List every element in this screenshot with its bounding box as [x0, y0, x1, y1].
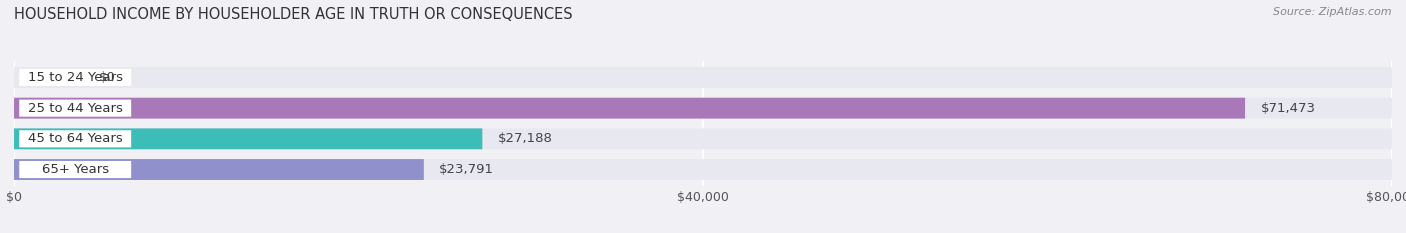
- Text: 45 to 64 Years: 45 to 64 Years: [28, 132, 122, 145]
- FancyBboxPatch shape: [14, 128, 482, 149]
- Text: Source: ZipAtlas.com: Source: ZipAtlas.com: [1274, 7, 1392, 17]
- Text: 25 to 44 Years: 25 to 44 Years: [28, 102, 122, 115]
- FancyBboxPatch shape: [14, 98, 1246, 119]
- Text: $27,188: $27,188: [498, 132, 553, 145]
- FancyBboxPatch shape: [14, 159, 423, 180]
- Text: $23,791: $23,791: [439, 163, 495, 176]
- FancyBboxPatch shape: [20, 69, 131, 86]
- FancyBboxPatch shape: [20, 130, 131, 147]
- Text: $71,473: $71,473: [1261, 102, 1316, 115]
- FancyBboxPatch shape: [20, 161, 131, 178]
- FancyBboxPatch shape: [14, 67, 1392, 88]
- FancyBboxPatch shape: [14, 98, 1392, 119]
- FancyBboxPatch shape: [14, 159, 1392, 180]
- FancyBboxPatch shape: [14, 128, 1392, 149]
- Text: 15 to 24 Years: 15 to 24 Years: [28, 71, 122, 84]
- Text: $0: $0: [98, 71, 115, 84]
- FancyBboxPatch shape: [20, 99, 131, 117]
- Text: 65+ Years: 65+ Years: [42, 163, 108, 176]
- Text: HOUSEHOLD INCOME BY HOUSEHOLDER AGE IN TRUTH OR CONSEQUENCES: HOUSEHOLD INCOME BY HOUSEHOLDER AGE IN T…: [14, 7, 572, 22]
